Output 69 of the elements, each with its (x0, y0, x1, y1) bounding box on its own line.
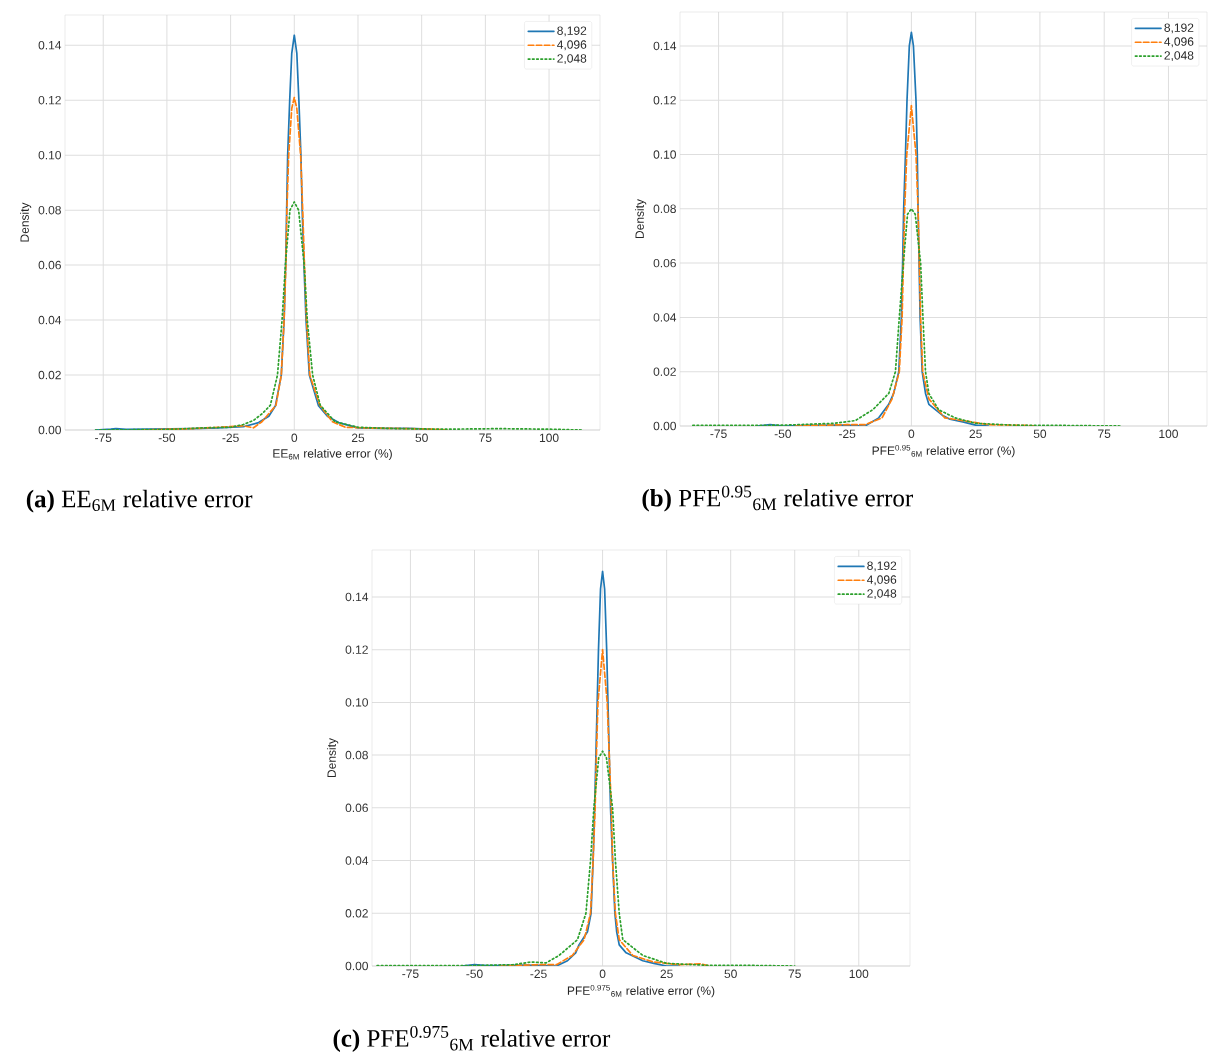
legend-label: 4,096 (557, 40, 587, 51)
x-tick-label: 0 (599, 969, 606, 979)
y-tick-label: 0.14 (653, 41, 677, 51)
x-tick-label: -50 (774, 429, 792, 439)
x-tick-label: 75 (479, 433, 492, 442)
legend-label: 8,192 (867, 561, 897, 572)
x-tick-label: 100 (1159, 429, 1178, 439)
x-tick-label: 100 (539, 433, 559, 443)
y-tick-label: 0.06 (345, 803, 368, 813)
text: (a) EE$_{6M}$ relative error (26, 489, 253, 513)
y-tick-label: 0.08 (653, 204, 676, 214)
text: (b) PFE$^{0.95}$$_{6M}$ relative error (642, 485, 914, 512)
x-tick-label: -75 (710, 429, 727, 438)
y-tick-label: 0.10 (345, 698, 369, 707)
x-tick-label: -25 (838, 429, 856, 439)
x-tick-label: 0 (908, 429, 915, 439)
line-series (376, 750, 796, 967)
y-tick-label: 0.02 (653, 367, 676, 376)
y-tick-label: 0.00 (38, 425, 61, 435)
x-tick-label: 75 (1098, 429, 1111, 438)
y-tick-label: 0.12 (653, 95, 676, 105)
y-tick-label: 0.06 (653, 258, 676, 268)
x-axis-title: PFE$^{0.975}$$_{6M}$ relative error (%) (567, 984, 715, 998)
y-tick-label: 0.12 (38, 95, 61, 105)
y-tick-label: 0.06 (38, 260, 61, 270)
y-axis-title: Density (635, 199, 647, 239)
legend-label: 2,048 (867, 589, 897, 600)
text: (c) PFE$^{0.975}$$_{6M}$ relative error (333, 1025, 611, 1052)
x-tick-label: -50 (466, 969, 483, 979)
legend-label: 4,096 (1164, 37, 1194, 48)
x-tick-label: -25 (222, 433, 239, 443)
y-tick-label: 0.10 (653, 150, 677, 159)
x-tick-label: 50 (1033, 429, 1047, 439)
legend-label: 4,096 (867, 575, 897, 586)
x-tick-label: 25 (660, 969, 673, 979)
x-tick-label: -75 (402, 969, 419, 978)
x-tick-label: 100 (849, 969, 869, 979)
legend-label: 2,048 (557, 54, 587, 65)
x-axis-title: EE$_{6M}$ relative error (%) (273, 448, 392, 461)
y-tick-label: 0.02 (345, 909, 368, 918)
y-tick-label: 0.14 (38, 40, 62, 50)
y-tick-label: 0.08 (345, 750, 368, 760)
x-tick-label: -25 (530, 969, 547, 979)
x-tick-label: 25 (969, 429, 982, 439)
x-tick-label: 25 (351, 433, 365, 443)
line-series (94, 201, 584, 430)
y-axis-title: Density (20, 202, 32, 242)
y-tick-label: 0.12 (345, 645, 368, 654)
x-tick-label: 50 (415, 433, 428, 443)
x-axis-title: PFE$^{0.95}$$_{6M}$ relative error (%) (872, 444, 1015, 458)
y-tick-label: 0.04 (345, 856, 369, 865)
y-tick-label: 0.00 (653, 421, 677, 431)
x-tick-label: 0 (291, 433, 298, 443)
legend-label: 8,192 (557, 26, 587, 37)
legend-label: 8,192 (1164, 23, 1194, 34)
y-tick-label: 0.08 (38, 205, 61, 215)
y-tick-label: 0.02 (38, 370, 61, 380)
legend-label: 2,048 (1164, 51, 1194, 62)
x-tick-label: -75 (95, 433, 112, 442)
y-tick-label: 0.14 (345, 592, 369, 602)
line-series (692, 207, 1124, 427)
y-tick-label: 0.04 (653, 313, 677, 322)
y-axis-title: Density (327, 738, 339, 778)
x-tick-label: 75 (788, 969, 801, 978)
x-tick-label: -50 (158, 433, 176, 443)
y-tick-label: 0.00 (345, 961, 369, 971)
y-tick-label: 0.04 (38, 315, 62, 325)
y-tick-label: 0.10 (38, 150, 61, 160)
x-tick-label: 50 (724, 969, 737, 979)
